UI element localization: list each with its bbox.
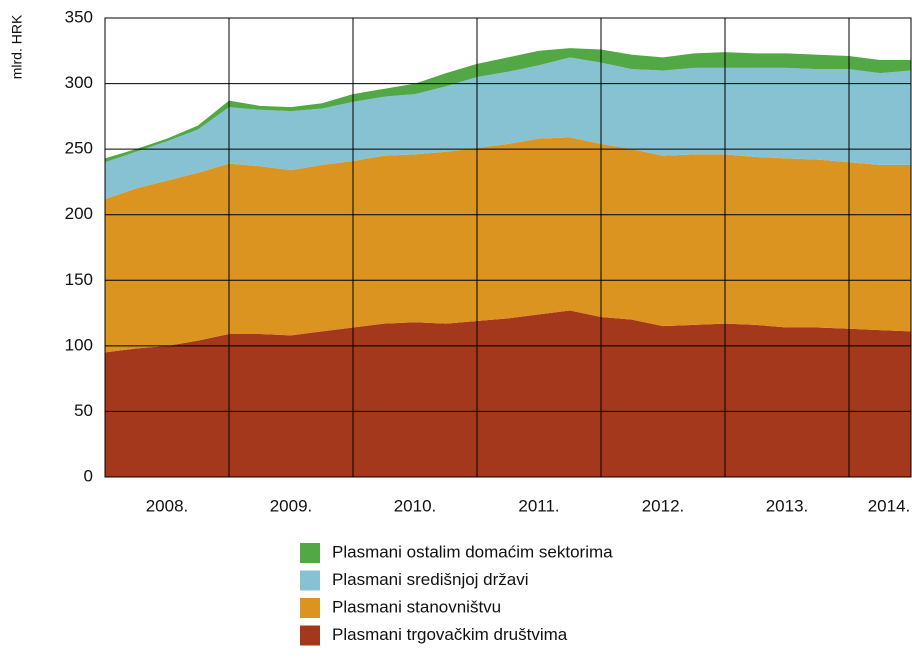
area	[105, 137, 911, 353]
legend-swatch	[300, 570, 320, 591]
legend-swatch	[300, 625, 320, 646]
x-tick-label: 2012.	[642, 496, 685, 515]
legend-swatch	[300, 598, 320, 618]
x-tick-label: 2008.	[146, 496, 189, 515]
legend-swatch	[300, 543, 320, 563]
x-tick-label: 2011.	[518, 496, 559, 515]
y-tick-label: 200	[65, 204, 93, 223]
y-tick-label: 250	[65, 139, 93, 158]
y-tick-label: 350	[65, 7, 93, 26]
x-tick-label: 2014.	[868, 496, 911, 515]
x-tick-label: 2013.	[766, 496, 809, 515]
area	[105, 57, 911, 199]
legend-label: Plasmani središnjoj državi	[332, 570, 529, 589]
x-tick-label: 2009.	[270, 496, 313, 515]
x-tick-label: 2010.	[394, 496, 437, 515]
y-tick-label: 150	[65, 270, 93, 289]
legend-label: Plasmani ostalim domaćim sektorima	[332, 542, 613, 561]
legend-label: Plasmani trgovačkim društvima	[332, 625, 568, 644]
area	[105, 48, 911, 163]
y-tick-label: 100	[65, 335, 93, 354]
area	[105, 310, 911, 477]
legend-label: Plasmani stanovništvu	[332, 597, 501, 616]
y-axis-label: mlrd. HRK	[9, 14, 25, 79]
y-tick-label: 300	[65, 73, 93, 92]
plot-frame	[104, 17, 912, 478]
y-tick-label: 0	[84, 466, 93, 485]
y-tick-label: 50	[74, 401, 93, 420]
